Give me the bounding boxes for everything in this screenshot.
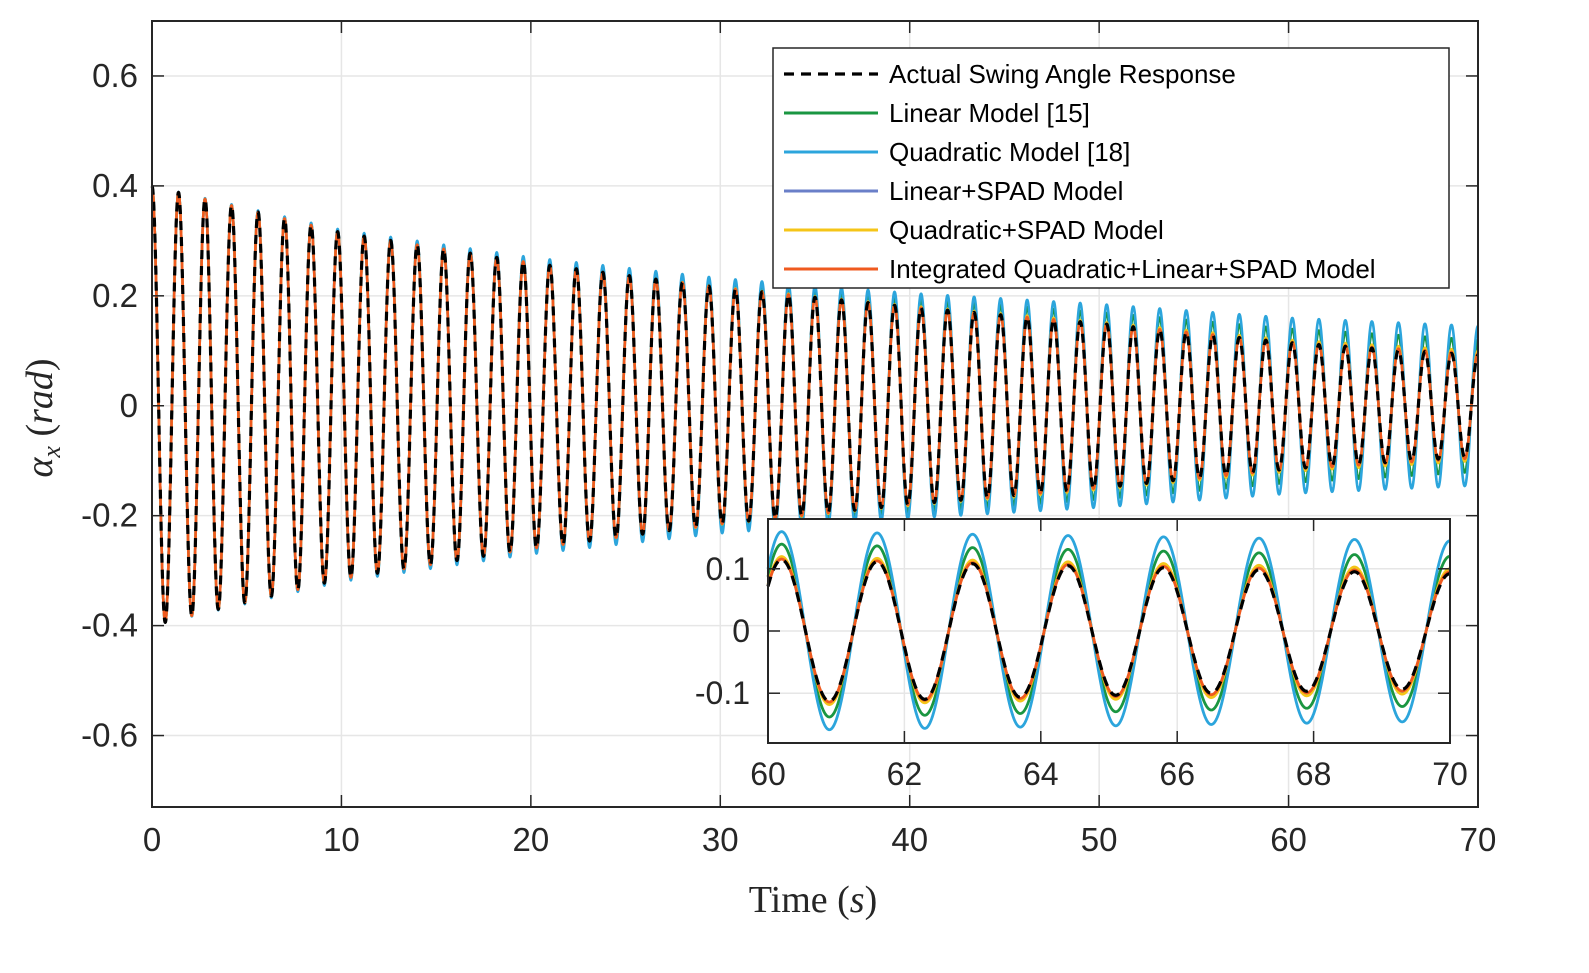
x-axis-label-unit: s	[850, 879, 865, 921]
y-tick-label: 0.2	[92, 277, 138, 314]
y-tick-label: 0.6	[92, 57, 138, 94]
legend-entries: Actual Swing Angle Response Linear Model …	[784, 59, 1376, 284]
x-tick-label: 0	[143, 821, 161, 858]
inset-series-group	[766, 530, 1452, 732]
legend-box	[772, 47, 1450, 289]
x-tick-labels: 0 10 20 30 40 50 60 70	[143, 821, 1497, 858]
main-ticks	[151, 21, 1479, 807]
x-axis-label: Time (s)	[749, 879, 877, 921]
y-axis-open-paren: (	[19, 424, 61, 446]
inset-x-tick-label: 60	[750, 756, 786, 792]
inset-x-tick-labels: 60 62 64 66 68 70	[750, 756, 1468, 792]
y-tick-label: -0.6	[81, 717, 138, 754]
inset-x-tick-label: 62	[887, 756, 923, 792]
inset-x-tick-label: 64	[1023, 756, 1059, 792]
legend-label-linear-spad-model: Linear+SPAD Model	[889, 176, 1123, 206]
inset-plot: 60 62 64 66 68 70 -0.1 0 0.1	[695, 518, 1468, 792]
y-tick-label: 0	[120, 387, 138, 424]
x-axis-label-text: Time	[749, 879, 828, 921]
inset-y-tick-labels: -0.1 0 0.1	[695, 551, 750, 711]
x-axis-title: Time (s)	[749, 879, 877, 921]
x-tick-label: 60	[1270, 821, 1307, 858]
y-tick-label: -0.4	[81, 607, 138, 644]
y-axis-close-paren: )	[19, 358, 61, 371]
inset-x-tick-label: 66	[1159, 756, 1195, 792]
inset-series-line-integrated-quadratic-linear-spad-model	[766, 557, 1451, 704]
legend-label-linear-model-15: Linear Model [15]	[889, 98, 1090, 128]
x-tick-label: 20	[512, 821, 549, 858]
inset-x-tick-label: 70	[1432, 756, 1468, 792]
inset-series-line-quadratic-model-18	[766, 530, 1451, 732]
main-plot-frame	[151, 20, 1479, 808]
series-line-actual-swing-angle-response	[150, 184, 1480, 624]
inset-x-tick-label: 68	[1296, 756, 1332, 792]
legend-label-quadratic-model-18: Quadratic Model [18]	[889, 137, 1130, 167]
x-tick-label: 70	[1460, 821, 1497, 858]
x-tick-label: 40	[891, 821, 928, 858]
y-tick-label: -0.2	[81, 497, 138, 534]
y-axis-subscript: x	[37, 446, 66, 459]
x-tick-label: 50	[1081, 821, 1118, 858]
main-series-group	[150, 184, 1480, 624]
legend: Actual Swing Angle Response Linear Model …	[772, 47, 1450, 289]
y-axis-label: αx (rad)	[19, 358, 66, 477]
x-axis-label-open-paren: (	[828, 879, 850, 921]
inset-series-line-actual-swing-angle-response	[766, 558, 1452, 703]
legend-label-integrated-quadratic-linear-spad-model: Integrated Quadratic+Linear+SPAD Model	[889, 254, 1376, 284]
legend-label-quadratic-spad-model: Quadratic+SPAD Model	[889, 215, 1164, 245]
y-axis-symbol: α	[19, 457, 61, 478]
inset-y-tick-label: -0.1	[695, 675, 750, 711]
inset-y-tick-label: 0	[732, 613, 750, 649]
y-tick-labels: -0.6 -0.4 -0.2 0 0.2 0.4 0.6	[81, 57, 138, 754]
x-tick-label: 10	[323, 821, 360, 858]
x-tick-label: 30	[702, 821, 739, 858]
legend-label-actual-swing-angle-response: Actual Swing Angle Response	[889, 59, 1236, 89]
y-tick-label: 0.4	[92, 167, 138, 204]
y-axis-title: αx (rad)	[19, 358, 66, 477]
y-axis-unit: rad	[19, 370, 61, 424]
inset-y-tick-label: 0.1	[706, 551, 750, 587]
x-axis-label-close-paren: )	[865, 879, 878, 921]
inset-ticks	[767, 519, 1451, 743]
